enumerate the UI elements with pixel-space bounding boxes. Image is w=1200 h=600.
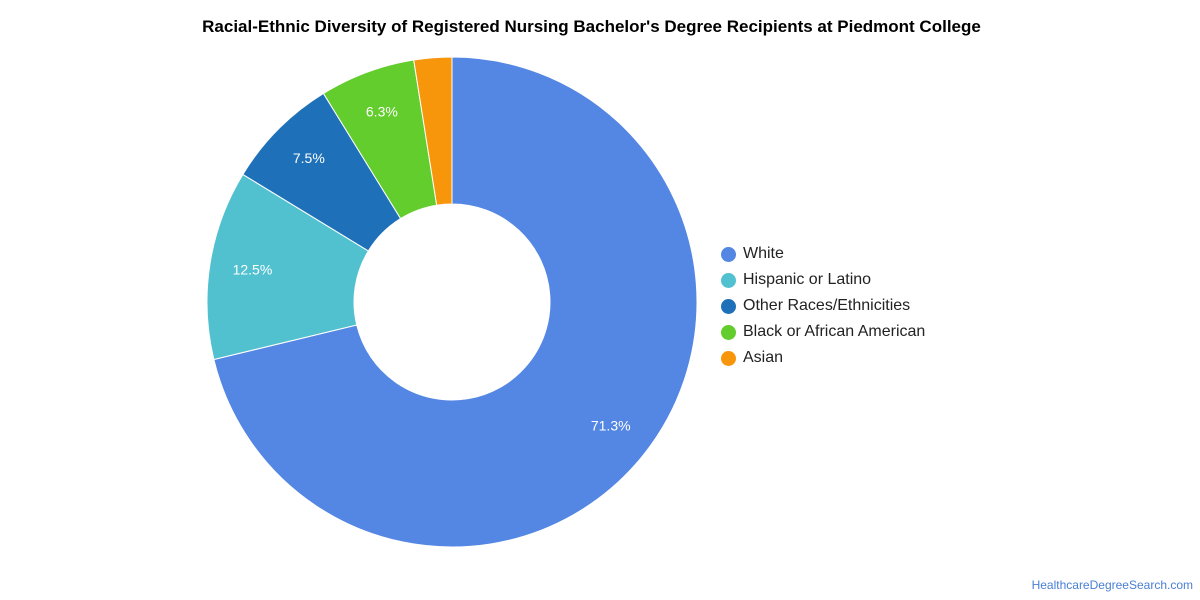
slice-asian[interactable] — [413, 56, 453, 206]
source-credit-link[interactable]: HealthcareDegreeSearch.com — [1031, 578, 1193, 592]
slice-label-group: 71.3% 12.5% 7.5% 6.3% — [233, 103, 631, 433]
legend-swatch-icon — [721, 324, 736, 340]
data-label-black-or-african-american: 6.3% — [366, 103, 398, 119]
legend-label: Asian — [743, 349, 784, 366]
legend-swatch-icon — [721, 298, 736, 314]
legend-item[interactable]: White — [721, 241, 925, 267]
legend-label: Black or African American — [743, 323, 926, 340]
data-label-white: 71.3% — [591, 418, 631, 434]
slice-white[interactable] — [213, 56, 698, 548]
chart-legend: White Hispanic or Latino Other Races/Ethni… — [721, 241, 925, 371]
legend-item[interactable]: Asian — [721, 345, 925, 371]
legend-label: White — [743, 245, 784, 262]
legend-label: Hispanic or Latino — [743, 271, 872, 288]
data-label-other-races-ethnicities: 7.5% — [293, 150, 325, 166]
legend-label: Other Races/Ethnicities — [743, 297, 911, 314]
slice-hispanic-or-latino[interactable] — [206, 173, 370, 361]
legend-swatch-icon — [721, 246, 736, 262]
legend-swatch-icon — [721, 350, 736, 366]
data-label-hispanic-or-latino: 12.5% — [233, 261, 273, 277]
legend-swatch-icon — [721, 272, 736, 288]
slice-group — [206, 56, 698, 548]
legend-item[interactable]: Other Races/Ethnicities — [721, 293, 925, 319]
legend-item[interactable]: Black or African American — [721, 319, 925, 345]
chart-title: Racial-Ethnic Diversity of Registered Nu… — [202, 17, 981, 36]
legend-item[interactable]: Hispanic or Latino — [721, 267, 925, 293]
